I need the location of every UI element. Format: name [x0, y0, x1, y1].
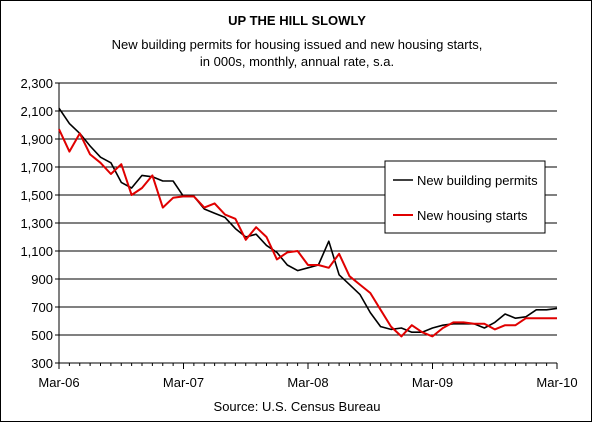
axes: 300 500 700 900 1,100 1,300 1,500 1,700 1,900 2,1… — [20, 76, 577, 390]
x-tick-label: Mar-08 — [287, 375, 328, 390]
y-tick-label: 1,300 — [20, 216, 53, 231]
series-line-housing-starts — [58, 128, 557, 338]
y-tick-label: 1,100 — [20, 244, 53, 259]
y-tick-label: 1,900 — [20, 132, 53, 147]
legend: New building permits New housing starts — [384, 160, 546, 234]
source-note: Source: U.S. Census Bureau — [213, 399, 381, 414]
chart-title: UP THE HILL SLOWLY — [228, 13, 366, 28]
legend-label: New housing starts — [417, 208, 528, 223]
y-tick-label: 900 — [31, 272, 53, 287]
y-tick-label: 2,300 — [20, 76, 53, 91]
y-tick-label: 1,500 — [20, 188, 53, 203]
y-tick-label: 500 — [31, 328, 53, 343]
chart-subtitle-line-1: New building permits for housing issued … — [111, 37, 483, 52]
y-tick-label: 1,700 — [20, 160, 53, 175]
y-tick-label: 2,100 — [20, 104, 53, 119]
y-tick-label: 300 — [31, 356, 53, 371]
x-tick-label: Mar-09 — [412, 375, 453, 390]
legend-box — [384, 160, 546, 234]
legend-label: New building permits — [417, 173, 538, 188]
chart-subtitle-line-2: in 000s, monthly, annual rate, s.a. — [199, 54, 395, 69]
series-lines — [58, 107, 558, 338]
y-tick-label: 700 — [31, 300, 53, 315]
x-tick-label: Mar-07 — [163, 375, 204, 390]
x-tick-label: Mar-06 — [38, 375, 79, 390]
x-tick-label: Mar-10 — [536, 375, 577, 390]
